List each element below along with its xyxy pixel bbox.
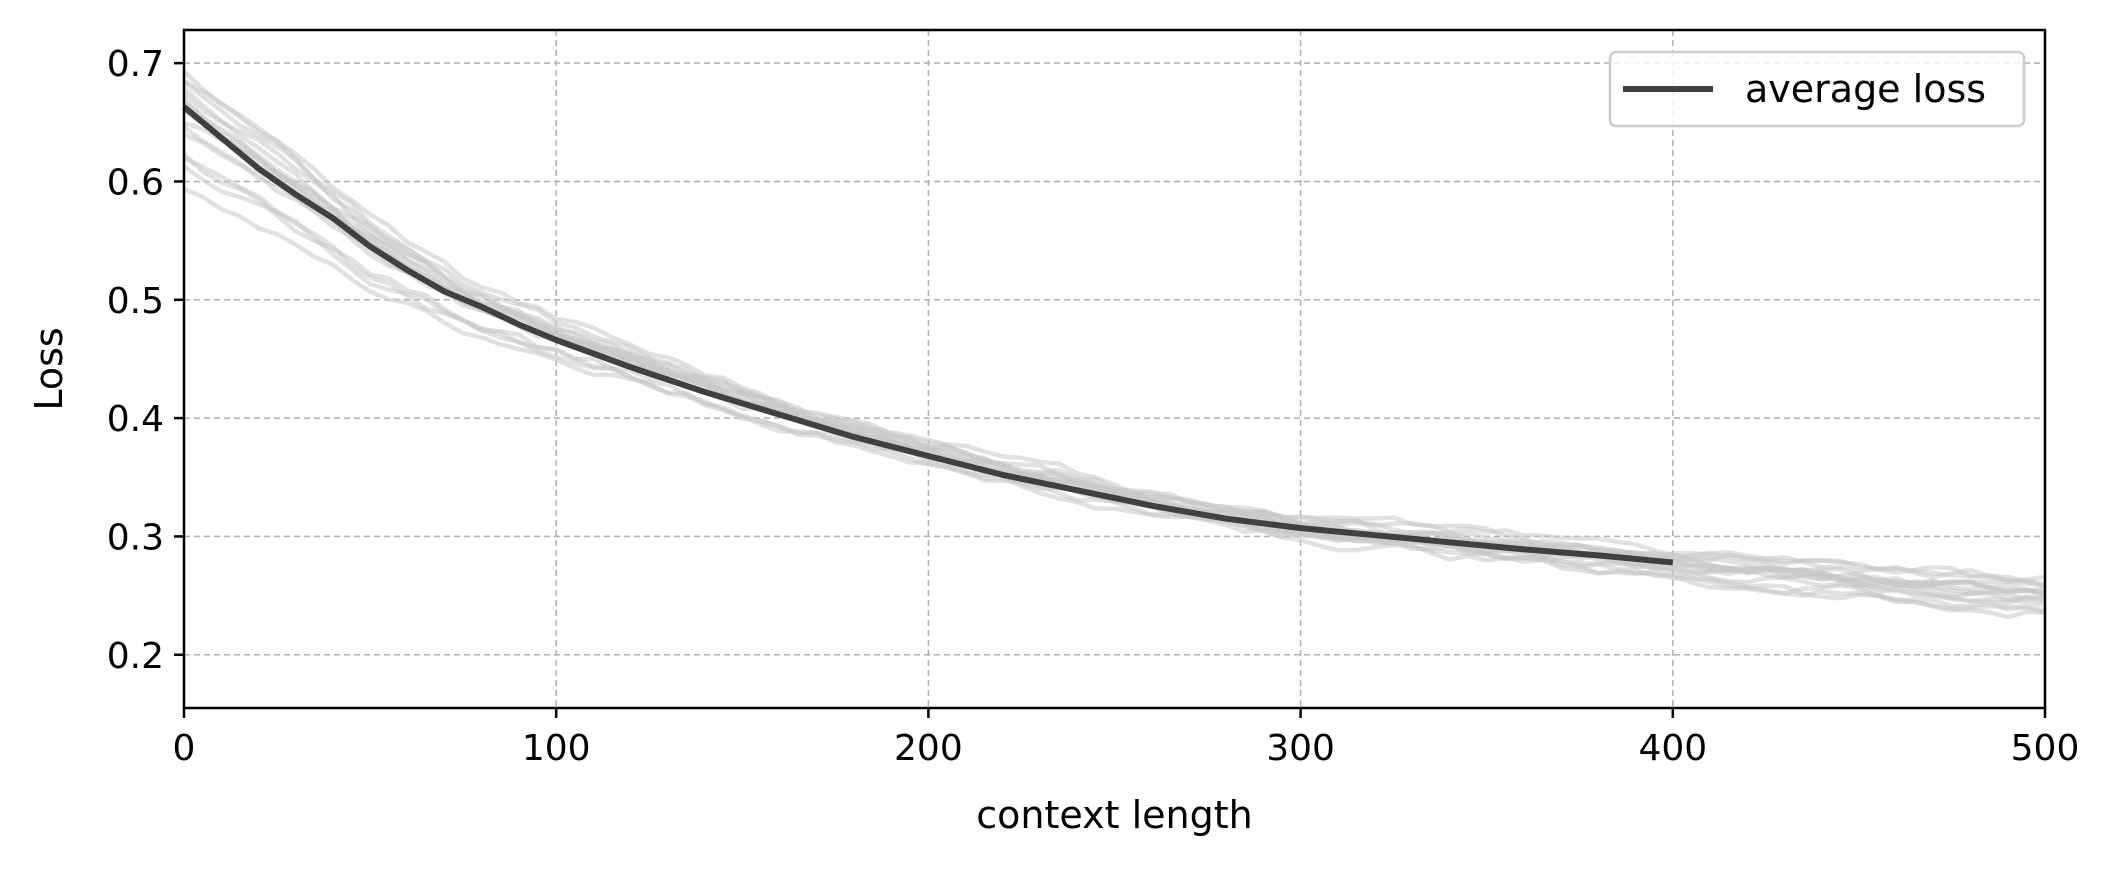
run-line (183, 132, 2046, 595)
x-tick-label: 0 (173, 728, 196, 769)
run-line (182, 79, 2046, 596)
legend-label-average-loss: average loss (1745, 67, 1986, 111)
x-axis-ticks: 0 100 200 300 400 500 (173, 708, 2080, 769)
y-tick-label: 0.4 (107, 399, 164, 440)
run-line (183, 120, 2046, 584)
average-series (182, 104, 1674, 566)
run-line (183, 155, 2046, 620)
background-runs (182, 69, 2046, 620)
run-line (182, 98, 2046, 596)
run-line (182, 104, 2046, 588)
run-line (183, 187, 2046, 605)
average-loss-line (182, 104, 1674, 566)
legend-box (1608, 50, 2026, 128)
x-tick-label: 100 (522, 728, 591, 769)
run-line (182, 152, 2046, 599)
x-tick-label: 500 (2011, 728, 2080, 769)
x-tick-label: 400 (1638, 728, 1707, 769)
legend: average loss (1608, 50, 2026, 128)
run-line (182, 91, 2046, 589)
y-tick-label: 0.5 (107, 281, 164, 322)
y-tick-label: 0.3 (107, 517, 164, 558)
run-line (182, 125, 2046, 595)
y-tick-label: 0.7 (107, 44, 164, 85)
y-tick-label: 0.2 (107, 636, 164, 677)
run-line (182, 164, 2046, 613)
x-tick-label: 300 (1266, 728, 1335, 769)
y-axis-ticks: 0.2 0.3 0.4 0.5 0.6 0.7 (107, 44, 184, 677)
y-axis-label: Loss (27, 327, 71, 410)
run-line (182, 108, 2046, 602)
x-axis-label: context length (976, 793, 1252, 837)
grid-lines (184, 30, 2045, 708)
run-line (182, 80, 2046, 615)
x-tick-label: 200 (894, 728, 963, 769)
run-line (182, 86, 2046, 608)
plot-frame (182, 28, 2047, 710)
run-line (182, 98, 2046, 605)
y-tick-label: 0.6 (107, 162, 164, 203)
